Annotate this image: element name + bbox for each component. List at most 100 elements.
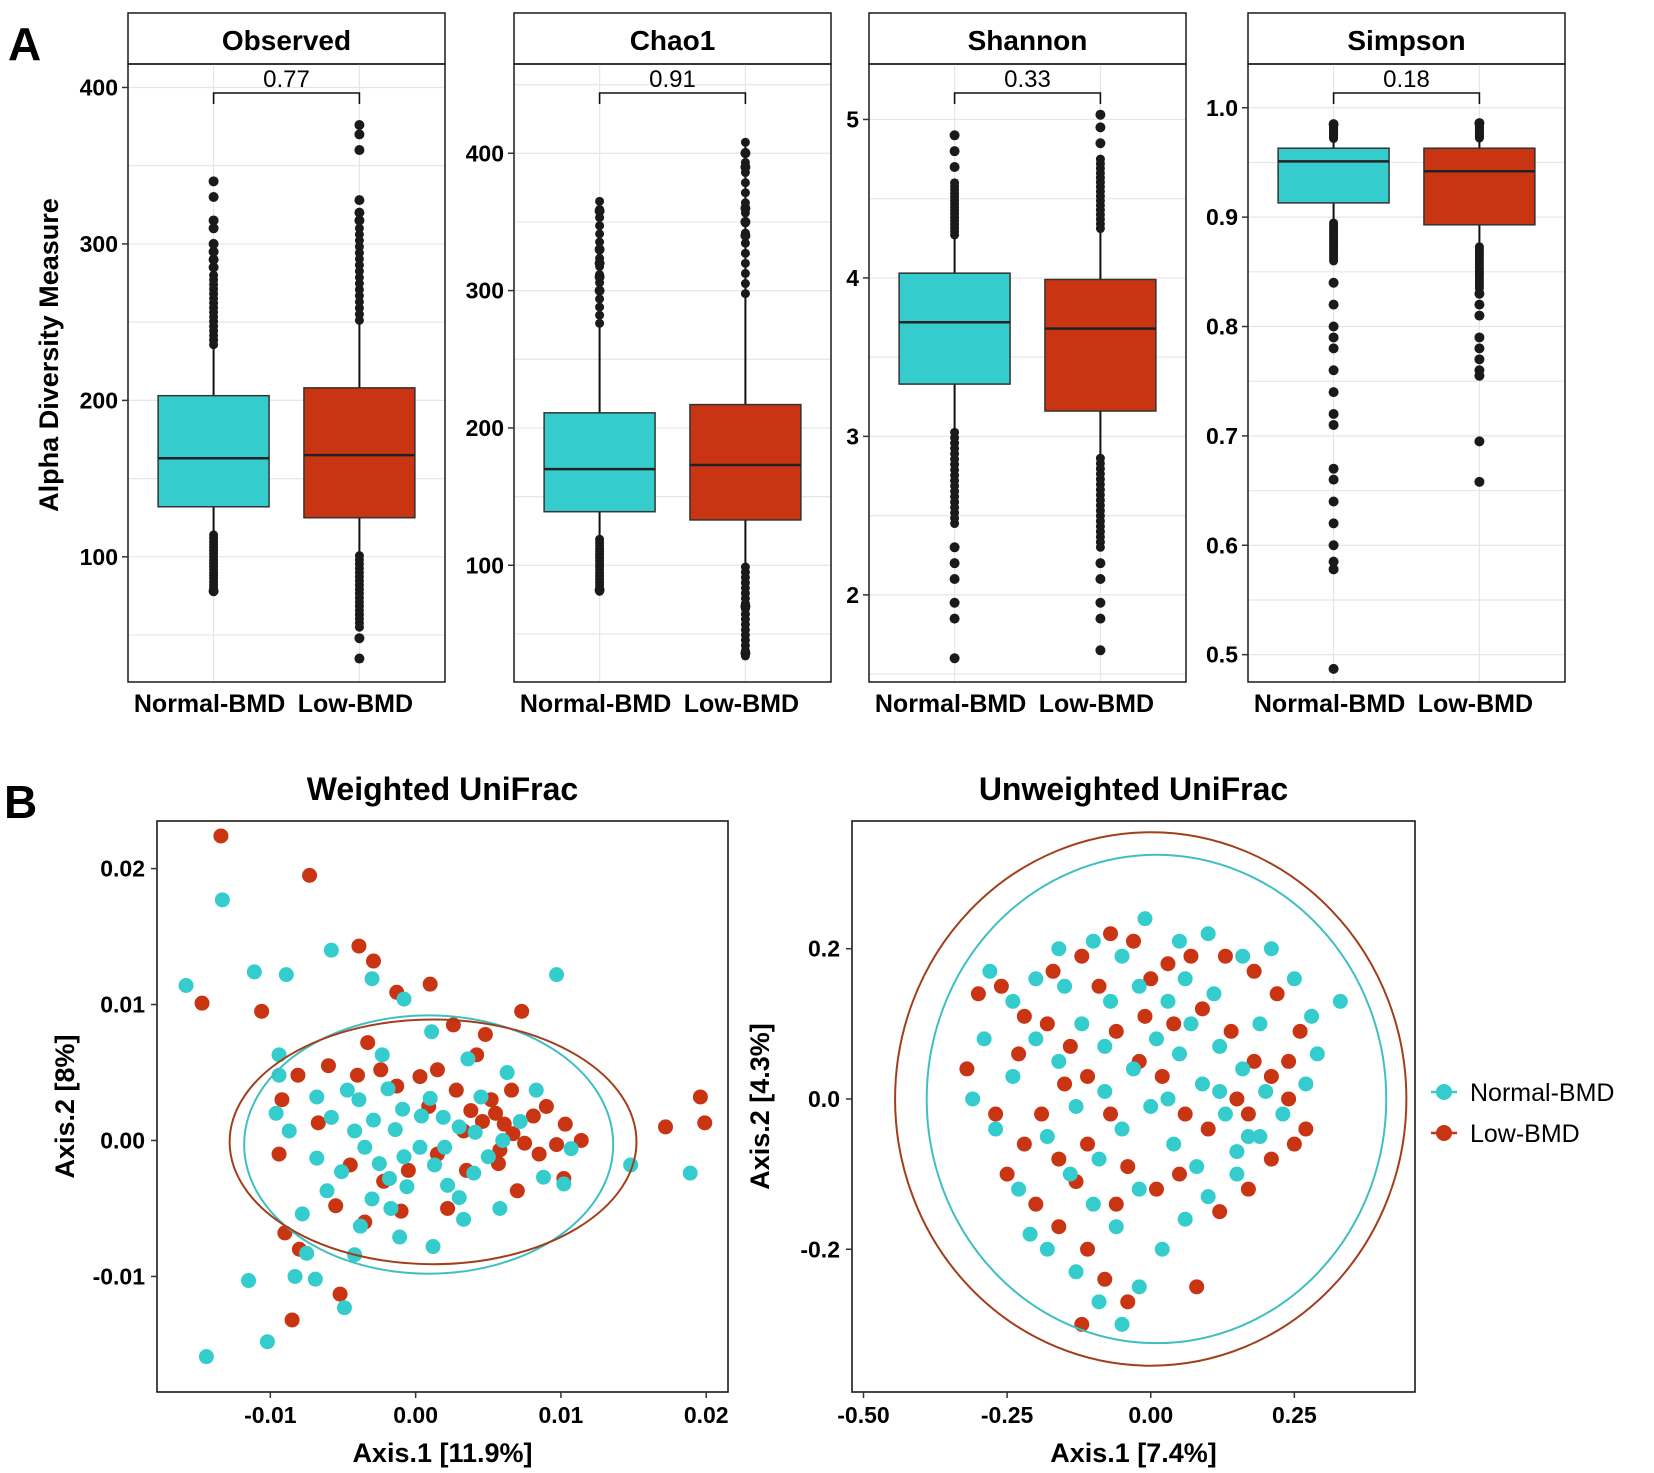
unweighted-point-normal (1005, 1068, 1021, 1084)
simpson-category-label-1: Low-BMD (1418, 690, 1533, 718)
weighted-point-low (517, 1135, 533, 1151)
chao1-point (740, 248, 750, 258)
shannon-point (1095, 453, 1105, 463)
shannon-ytick-label: 4 (846, 265, 859, 291)
shannon-outlier (1095, 645, 1106, 656)
observed-frame (127, 63, 446, 683)
unweighted-point-low (1080, 1068, 1096, 1084)
unweighted-point-low (993, 978, 1009, 994)
unweighted-point-normal (1263, 941, 1279, 957)
weighted-point-normal (495, 1132, 511, 1148)
chart-shannon: Shannon 2 3 4 5 Normal-BMD Low-BMD 0.33 (846, 12, 1187, 718)
unweighted-point-normal (982, 963, 998, 979)
weighted-point-normal (528, 1082, 544, 1098)
legend-label-normal: Normal-BMD (1470, 1079, 1614, 1107)
weighted-ellipse-normal (243, 1014, 615, 1275)
unweighted-point-normal (1189, 1159, 1205, 1175)
unweighted-point-normal (1131, 1279, 1147, 1295)
weighted-point-low (332, 1286, 348, 1302)
weighted-point-low (412, 1069, 428, 1085)
chao1-ytick-label: 400 (466, 140, 504, 166)
weighted-point-low (254, 1003, 270, 1019)
unweighted-point-normal (1160, 993, 1176, 1009)
weighted-point-normal (307, 1271, 323, 1287)
simpson-outlier (1328, 474, 1339, 485)
observed-box-1 (303, 387, 416, 519)
unweighted-point-low (1281, 1053, 1297, 1069)
simpson-strip (1247, 12, 1566, 65)
weighted-point-normal (473, 1089, 489, 1105)
weighted-point-low (531, 1146, 547, 1162)
observed-outlier (208, 223, 219, 234)
chao1-p-value: 0.91 (649, 66, 696, 93)
simpson-outlier (1474, 436, 1485, 447)
unweighted-point-normal (1171, 933, 1187, 949)
shannon-outlier (1095, 138, 1106, 149)
shannon-ytick-label: 3 (846, 423, 859, 449)
simpson-outlier (1328, 409, 1339, 420)
chao1-point (595, 294, 605, 304)
unweighted-point-normal (1085, 1196, 1101, 1212)
chart-weighted-unifrac: Weighted UniFrac -0.01 0.00 0.01 0.02 -0.01 0.… (50, 771, 729, 1468)
unweighted-point-normal (1039, 1129, 1055, 1145)
weighted-point-normal (287, 1268, 303, 1284)
unweighted-point-low (1263, 1068, 1279, 1084)
weighted-point-low (504, 1082, 520, 1098)
weighted-point-low (274, 1092, 290, 1108)
unweighted-point-normal (1212, 1038, 1228, 1054)
simpson-frame (1247, 63, 1566, 683)
unweighted-xtick-label: 0.25 (1272, 1402, 1317, 1428)
chao1-point (595, 221, 605, 231)
shannon-category-label-0: Normal-BMD (875, 690, 1026, 718)
simpson-ytick-label: 0.8 (1206, 314, 1238, 340)
shannon-outlier (1095, 122, 1106, 133)
unweighted-point-normal (1057, 978, 1073, 994)
chao1-ytick-label: 200 (466, 415, 504, 441)
simpson-comparison-bracket (1332, 92, 1481, 104)
weighted-point-normal (466, 1165, 482, 1181)
weighted-point-normal (437, 1139, 453, 1155)
unweighted-point-normal (1068, 1264, 1084, 1280)
weighted-point-normal (323, 942, 339, 958)
unweighted-ellipse-low (894, 831, 1408, 1367)
weighted-point-normal (323, 1109, 339, 1125)
weighted-point-low (509, 1183, 525, 1199)
simpson-outlier (1328, 540, 1339, 551)
legend-marker-low (1436, 1125, 1452, 1141)
weighted-point-normal (309, 1089, 325, 1105)
chao1-box-1 (689, 403, 802, 521)
chao1-point (740, 258, 750, 268)
chao1-point (595, 196, 605, 206)
weighted-point-normal (556, 1176, 572, 1192)
unweighted-point-low (1108, 1023, 1124, 1039)
weighted-point-normal (492, 1200, 508, 1216)
chao1-outlier (594, 258, 605, 269)
simpson-outlier (1328, 387, 1339, 398)
weighted-point-low (302, 867, 318, 883)
weighted-xtick-label: -0.01 (244, 1402, 297, 1428)
unweighted-point-normal (1200, 926, 1216, 942)
observed-point (209, 270, 219, 280)
unweighted-point-normal (1051, 1053, 1067, 1069)
shannon-outlier (949, 613, 960, 624)
chao1-point (740, 279, 750, 289)
observed-box-0 (157, 394, 270, 508)
weighted-point-low (474, 1113, 490, 1129)
chao1-outlier (740, 216, 751, 227)
unweighted-point-normal (1068, 1099, 1084, 1114)
unweighted-point-low (988, 1106, 1004, 1122)
unweighted-point-normal (1114, 1121, 1130, 1137)
shannon-outlier (1095, 597, 1106, 608)
chao1-outlier (594, 271, 605, 282)
observed-outlier (354, 215, 365, 226)
simpson-outlier (1474, 310, 1485, 321)
weighted-point-normal (374, 1047, 390, 1063)
shannon-outlier (949, 542, 960, 553)
unweighted-point-low (1183, 948, 1199, 964)
weighted-point-normal (339, 1082, 355, 1098)
unweighted-point-low (1269, 986, 1285, 1002)
observed-outlier (354, 207, 365, 218)
observed-outlier (354, 653, 365, 664)
observed-point (209, 530, 219, 540)
shannon-outlier (949, 146, 960, 157)
